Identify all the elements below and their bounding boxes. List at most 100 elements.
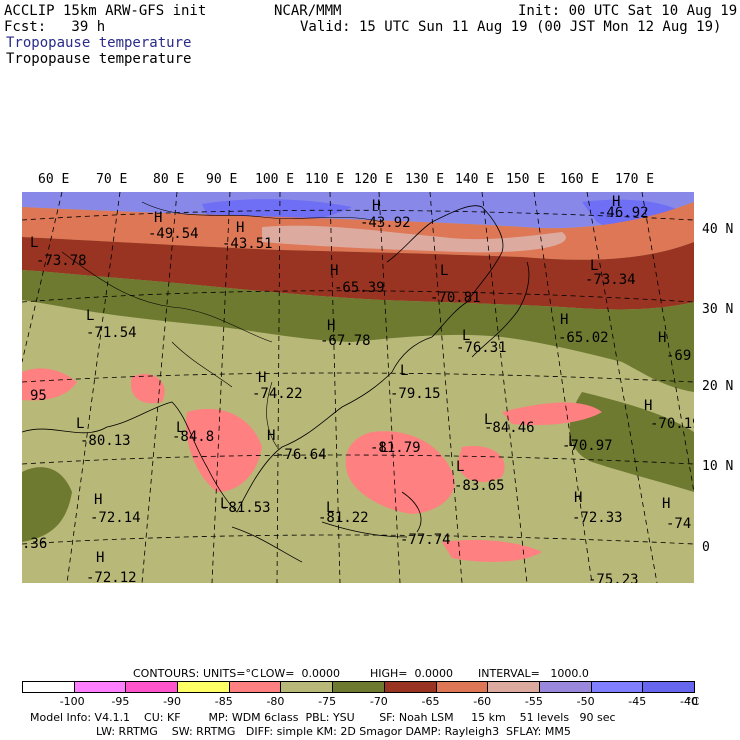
temperature-value: -43.92 [360, 215, 411, 231]
temperature-value: -81.53 [220, 500, 271, 516]
temperature-value: -76.31 [456, 340, 507, 356]
low-marker: L [400, 363, 408, 379]
temperature-value: -81.22 [318, 510, 369, 526]
lon-label: 120 E [354, 172, 394, 187]
cold-region-bay [131, 373, 165, 404]
model-title: ACCLIP 15km ARW-GFS init [4, 3, 207, 19]
band-pink [262, 225, 566, 253]
center-name: NCAR/MMM [274, 3, 342, 19]
high-marker: H [574, 490, 582, 506]
low-marker: L [440, 263, 448, 279]
low-marker: L [456, 459, 464, 475]
colorbar-unit: °C [686, 695, 700, 708]
temperature-value: -67.78 [320, 333, 371, 349]
high-marker: H [560, 312, 568, 328]
colorbar-swatch [125, 681, 179, 693]
temperature-value: -79.15 [390, 386, 441, 402]
forecast-hour: Fcst: 39 h [4, 19, 106, 35]
temperature-value: -72.33 [572, 510, 623, 526]
lon-label: 140 E [455, 172, 495, 187]
contours-label: CONTOURS: [133, 667, 200, 680]
high-marker: H [644, 398, 652, 414]
high-marker: H [372, 198, 380, 214]
lat-label: 0 [702, 540, 710, 555]
lon-label: 60 E [38, 172, 70, 187]
low-marker: L [220, 496, 228, 512]
colorbar-swatch [228, 681, 282, 693]
colorbar-tick-label: -75 [318, 695, 337, 708]
temperature-value: 95 [30, 388, 47, 404]
valid-time: Valid: 15 UTC Sun 11 Aug 19 (00 JST Mon … [300, 19, 722, 35]
low-marker: L [30, 235, 38, 251]
coastline-japan [471, 261, 530, 358]
colorbar-tick-label: -70 [369, 695, 388, 708]
init-time: Init: 00 UTC Sat 10 Aug 19 [518, 3, 738, 19]
high-marker: H [658, 330, 666, 346]
temperature-value: -73.34 [585, 272, 636, 288]
high-label: HIGH= 0.0000 [370, 667, 454, 680]
cold-region-west-pacific [502, 402, 602, 426]
lon-label: 90 E [206, 172, 238, 187]
cold-region-india [22, 368, 77, 401]
lat-label: 10 N [702, 459, 734, 474]
lon-label: 70 E [96, 172, 128, 187]
low-marker: L [76, 416, 84, 432]
temperature-value: -70.97 [562, 438, 613, 454]
lon-label: 160 E [560, 172, 600, 187]
graticule [22, 192, 694, 583]
coastline-asia [22, 205, 504, 513]
colorbar-swatch [177, 681, 230, 693]
high-marker: H [612, 194, 620, 210]
lon-label: 170 E [615, 172, 655, 187]
high-marker: H [330, 263, 338, 279]
temperature-value: -74. [666, 516, 694, 532]
low-marker: L [380, 440, 388, 456]
band-dark-red [22, 237, 694, 310]
field-title-secondary: Tropopause temperature [6, 51, 192, 67]
temperature-value: -84.46 [484, 420, 535, 436]
colorbar-tick-label: -100 [59, 695, 85, 708]
temperature-value: -77.74 [400, 532, 451, 548]
temperature-value: -49.54 [148, 226, 199, 242]
cold-region-indochina [186, 408, 262, 492]
model-info-line-2: LW: RRTMG SW: RRTMG DIFF: simple KM: 2D … [96, 725, 571, 738]
cold-region-equator [442, 540, 542, 562]
colorbar-swatch [642, 681, 695, 693]
colorbar-tick-label: -65 [421, 695, 440, 708]
low-marker: L [590, 258, 598, 274]
temperature-value: -70.19 [650, 416, 694, 432]
high-marker: H [267, 428, 275, 444]
temperature-value: -43.51 [222, 236, 273, 252]
cold-region-scs [345, 431, 455, 514]
temperature-value: -81.79 [370, 440, 421, 456]
map-extrema-labels: H-49.54 H-43.51H-43.92H-46.92L-73.78H-65.… [22, 194, 694, 583]
colorbar-swatch [487, 681, 540, 693]
temperature-value: -73.78 [36, 253, 87, 269]
temperature-value: -74.22 [252, 386, 303, 402]
coastline-islands [231, 491, 422, 563]
colorbar-swatch [383, 681, 437, 693]
low-marker: L [176, 420, 184, 436]
colorbar-tick-label: -90 [163, 695, 182, 708]
lon-label: 150 E [506, 172, 546, 187]
temperature-value: -76.64 [276, 447, 327, 463]
low-marker: L [462, 328, 470, 344]
colorbar-tick-label: -45 [628, 695, 647, 708]
lat-label: 20 N [702, 379, 734, 394]
field-title: Tropopause temperature [6, 35, 192, 51]
low-marker: L [326, 500, 334, 516]
colorbar-swatch [435, 681, 489, 693]
high-marker: H [327, 318, 335, 334]
colorbar-swatch [73, 681, 127, 693]
colorbar-tick-label: -85 [214, 695, 233, 708]
cold-region-philippine-sea [457, 446, 505, 483]
high-marker: H [258, 370, 266, 386]
country-borders [61, 201, 383, 448]
colorbar-swatch [332, 681, 385, 693]
high-marker: H [662, 496, 670, 512]
temperature-value: -72.14 [90, 510, 141, 526]
band-dark-green-sw [22, 467, 72, 542]
lat-label: 30 N [702, 302, 734, 317]
temperature-value: -70.81 [430, 290, 481, 306]
colorbar-swatch [538, 681, 592, 693]
